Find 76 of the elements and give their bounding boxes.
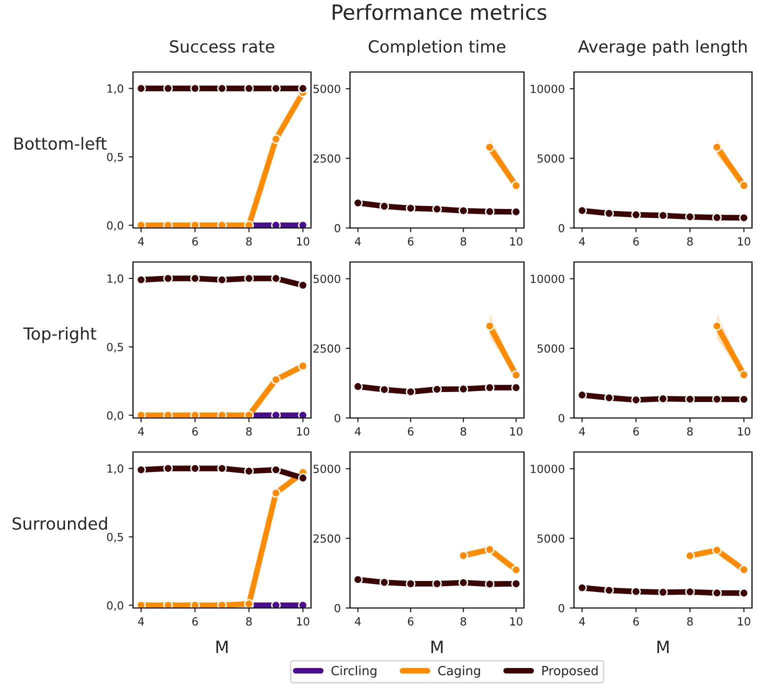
chart-title: Completion time: [368, 40, 506, 56]
y-tick-label: 0: [558, 604, 564, 612]
x-tick-label: 4: [579, 617, 585, 626]
x-tick-label: 8: [460, 427, 466, 436]
x-tick-label: 4: [354, 427, 361, 436]
y-axis-title: Bottom-left: [14, 136, 107, 150]
x-tick-label: 10: [738, 237, 750, 246]
x-tick-label: 8: [246, 237, 252, 246]
y-tick-label: 0,5: [107, 532, 123, 542]
y-tick-label: 0: [334, 414, 340, 422]
y-tick-label: 5000: [538, 154, 564, 163]
legend-label: Circling: [331, 666, 376, 678]
y-tick-label: 0: [558, 224, 564, 232]
x-tick-label: 4: [579, 237, 585, 246]
y-tick-label: 0: [334, 604, 340, 612]
x-tick-label: 6: [633, 237, 639, 246]
chart-title: Average path length: [578, 40, 747, 56]
x-tick-label: 6: [633, 427, 639, 436]
x-tick-label: 8: [687, 617, 693, 626]
x-tick-label: 8: [246, 617, 252, 626]
y-tick-label: 0,0: [107, 411, 124, 421]
y-tick-label: 0,0: [107, 221, 124, 231]
y-tick-label: 0: [334, 224, 340, 232]
y-tick-label: 10000: [530, 464, 564, 474]
x-tick-label: 4: [579, 427, 585, 436]
x-tick-label: 4: [138, 617, 144, 626]
x-tick-label: 4: [138, 237, 144, 246]
x-tick-label: 10: [297, 427, 310, 436]
x-tick-label: 4: [138, 427, 144, 436]
x-axis-title: M: [431, 640, 443, 653]
x-tick-label: 6: [408, 237, 414, 246]
y-tick-label: 5000: [538, 534, 564, 543]
x-tick-label: 4: [354, 617, 361, 626]
y-tick-label: 1,0: [108, 84, 124, 94]
y-tick-label: 5000: [314, 84, 340, 94]
x-tick-label: 8: [687, 237, 693, 246]
x-tick-label: 10: [510, 237, 522, 246]
y-tick-label: 10000: [530, 274, 564, 284]
x-tick-label: 8: [246, 427, 252, 436]
x-tick-label: 10: [738, 427, 750, 436]
y-tick-label: 0: [558, 414, 564, 422]
x-tick-label: 10: [510, 617, 522, 626]
x-tick-label: 6: [408, 427, 414, 436]
x-tick-label: 8: [460, 237, 466, 246]
y-tick-label: 0,5: [107, 152, 123, 162]
x-tick-label: 4: [354, 237, 361, 246]
text: Performance metrics: [332, 4, 546, 20]
y-tick-label: 5000: [538, 344, 564, 353]
x-tick-label: 8: [460, 617, 466, 626]
y-tick-label: 1,0: [108, 464, 124, 474]
chart-title: Success rate: [170, 40, 274, 53]
y-tick-label: 2500: [314, 534, 340, 543]
x-tick-label: 10: [738, 617, 750, 626]
x-tick-label: 6: [192, 237, 198, 246]
x-tick-label: 6: [192, 617, 198, 626]
y-tick-label: 1,0: [108, 274, 124, 284]
y-axis-title: Surrounded: [12, 516, 107, 530]
y-tick-label: 5000: [314, 464, 340, 474]
x-axis-title: M: [657, 640, 669, 653]
x-tick-label: 6: [408, 617, 414, 626]
y-tick-label: 10000: [530, 84, 564, 94]
y-axis-title: Top-right: [23, 326, 96, 344]
x-tick-label: 8: [687, 427, 693, 436]
y-tick-label: 2500: [314, 344, 340, 353]
x-tick-label: 10: [510, 427, 522, 436]
x-tick-label: 10: [297, 617, 310, 626]
x-tick-label: 10: [297, 237, 310, 246]
y-tick-label: 0,0: [107, 601, 124, 611]
x-tick-label: 6: [633, 617, 639, 626]
legend-label: Caging: [438, 666, 480, 678]
legend-label: Proposed: [542, 666, 598, 678]
x-tick-label: 6: [192, 427, 198, 436]
y-tick-label: 0,5: [107, 342, 123, 352]
y-tick-label: 5000: [314, 274, 340, 284]
y-tick-label: 2500: [314, 154, 340, 163]
x-axis-title: M: [216, 640, 228, 653]
